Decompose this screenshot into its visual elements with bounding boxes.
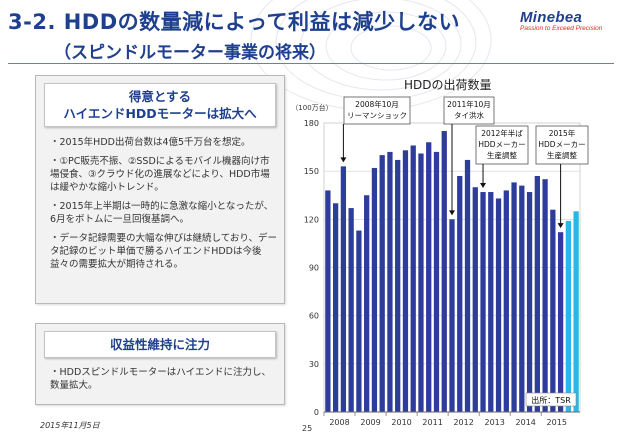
page-title: 3-2. HDDの数量減によって利益は減少しない [8,10,460,34]
x-tick-label: 2012 [453,418,473,427]
bar [387,151,393,412]
strength-panel-heading: 得意とする ハイエンドHDDモーターは拡大へ [44,83,276,127]
x-tick-label: 2008 [329,418,349,427]
bar [480,192,486,412]
x-tick-label: 2011 [422,418,442,427]
source-label: 出所：TSR [531,395,571,405]
logo-wordmark: Minebea [520,9,583,26]
annotation-text: HDDメーカー [478,140,525,149]
x-tick-label: 2015 [547,418,567,427]
annotation-text: HDDメーカー [538,140,585,149]
bar [410,145,416,412]
bar [371,167,378,412]
bar [441,131,447,412]
bar [495,198,502,412]
x-tick-label: 2009 [360,418,380,427]
bar [534,175,540,412]
bar [526,192,533,412]
forecast-bar [565,220,572,412]
y-tick-label: 90 [309,264,319,273]
y-tick-label: 150 [304,167,319,176]
annotation-arrow-head [449,210,455,216]
bar [418,153,424,412]
chart-title: HDDの出荷数量 [404,78,492,92]
profit-bullet-list: ・HDDスピンドルモーターはハイエンドに注力し、数量拡大。 [50,366,278,392]
bar [557,232,564,412]
x-tick-label: 2014 [516,418,536,427]
profit-panel-heading: 収益性維持に注力 [44,331,276,358]
source-box [525,392,577,407]
strength-panel: 得意とする ハイエンドHDDモーターは拡大へ ・2015年HDD出荷台数は4億5… [35,75,285,304]
bar [472,187,478,412]
annotation-box [535,125,589,165]
bar [395,159,401,412]
bar [364,195,370,412]
bar [332,203,339,412]
bar [457,175,463,412]
annotation-arrow-head [480,183,487,189]
annotation-arrow-head [340,157,347,163]
bar [426,142,432,412]
strength-heading-line2: ハイエンドHDDモーターは拡大へ [63,106,257,121]
strength-bullet: ・2015年HDD出荷台数は4億5千万台を想定。 [50,137,251,148]
bar [464,159,471,412]
profit-bullet: ・HDDスピンドルモーターはハイエンドに注力し、数量拡大。 [50,367,271,391]
company-logo: Minebea Passion to Exceed Precision [520,9,616,32]
bar [433,151,440,412]
y-tick-label: 60 [309,312,319,321]
bar [550,209,556,412]
bar [488,192,494,412]
bar [542,179,548,412]
y-tick-label: 30 [309,360,319,369]
annotation-text: 2015年 [549,128,576,138]
annotation-text: 生産調整 [487,150,517,160]
bar [449,219,455,412]
strength-bullet: ・データ記録需要の大幅な伸びは継続しており、データ記録のビット単価で勝るハイエン… [50,233,278,270]
footer-date: 2015年11月5日 [40,421,100,430]
bar [348,208,354,412]
bar [340,166,347,412]
x-tick-label: 2013 [484,418,504,427]
page-subtitle: （スピンドルモーター事業の将来） [54,43,326,63]
strength-heading-line1: 得意とする [128,89,192,104]
y-tick-label: 0 [314,408,319,417]
profit-panel: 収益性維持に注力 ・HDDスピンドルモーターはハイエンドに注力し、数量拡大。 [35,323,285,405]
bar [402,150,409,413]
bar [519,185,525,412]
plot-area [323,122,581,413]
bar [379,155,385,412]
annotation-box [475,125,529,165]
strength-bullet: ・2015年上半期は一時的に急激な縮小となったが、6月をボトムに一旦回復基調へ。 [50,201,274,225]
annotation-arrow-head [557,223,564,229]
page-number: 25 [302,424,313,433]
bar [503,190,509,412]
forecast-bar [573,211,579,412]
bar [511,182,517,412]
header-divider [8,63,614,64]
bar [356,230,362,412]
x-tick-label: 2010 [391,418,411,427]
logo-tagline: Passion to Exceed Precision [520,25,603,32]
strength-bullet: ・①PC販売不振、②SSDによるモバイル機器向け市場侵食、③クラウド化の進展など… [50,156,270,193]
annotation-text: 生産調整 [547,150,577,160]
strength-bullet-list: ・2015年HDD出荷台数は4億5千万台を想定。 ・①PC販売不振、②SSDによ… [50,136,278,271]
y-tick-label: 120 [304,215,319,224]
bar [325,190,331,412]
